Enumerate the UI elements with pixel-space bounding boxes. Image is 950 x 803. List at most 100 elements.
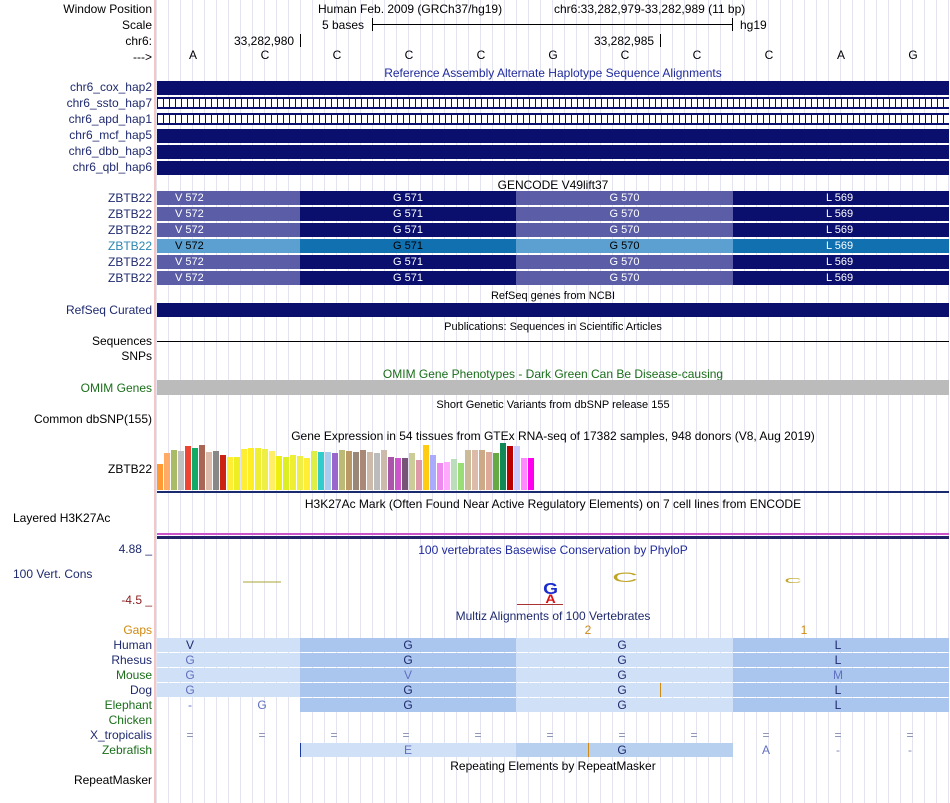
haplotype-label[interactable]: chr6_ssto_hap7 — [66, 96, 152, 110]
gencode-exon-segment[interactable]: G 570 — [516, 271, 733, 285]
gtex-tissue-bar[interactable] — [311, 451, 317, 490]
gencode-exon-segment[interactable]: L 569 — [733, 239, 949, 253]
gtex-tissue-bar[interactable] — [325, 452, 331, 490]
gtex-tissue-bar[interactable] — [241, 449, 247, 490]
gtex-tissue-bar[interactable] — [444, 462, 450, 490]
gtex-tissue-bar[interactable] — [514, 446, 520, 490]
gencode-exon-segment[interactable]: L 569 — [733, 271, 949, 285]
gtex-tissue-bar[interactable] — [157, 464, 163, 490]
gtex-tissue-bar[interactable] — [178, 451, 184, 490]
gtex-tissue-bar[interactable] — [297, 456, 303, 490]
gtex-tissue-bar[interactable] — [395, 458, 401, 490]
gtex-tissue-bar[interactable] — [255, 448, 261, 490]
omim-label[interactable]: OMIM Genes — [80, 381, 152, 395]
refseq-label[interactable]: RefSeq Curated — [65, 303, 152, 317]
alignment-block[interactable] — [516, 683, 733, 697]
haplotype-label[interactable]: chr6_mcf_hap5 — [69, 128, 152, 142]
alignment-block[interactable] — [300, 698, 516, 712]
gencode-exon-segment[interactable]: G 571 — [300, 271, 516, 285]
species-label[interactable]: Human — [113, 638, 152, 652]
gtex-tissue-bar[interactable] — [521, 458, 527, 490]
gtex-tissue-bar[interactable] — [199, 445, 205, 490]
gtex-tissue-bar[interactable] — [206, 452, 212, 490]
gtex-tissue-bar[interactable] — [276, 456, 282, 490]
gencode-exon-segment[interactable]: G 570 — [516, 223, 733, 237]
alignment-block[interactable] — [516, 668, 733, 682]
species-label[interactable]: Zebrafish — [101, 743, 152, 757]
alignment-block[interactable] — [516, 743, 733, 757]
gtex-tissue-bar[interactable] — [500, 443, 506, 490]
haplotype-bar[interactable] — [157, 97, 949, 109]
gencode-gene-label[interactable]: ZBTB22 — [107, 223, 152, 237]
gencode-exon-segment[interactable]: G 570 — [516, 207, 733, 221]
haplotype-label[interactable]: chr6_dbb_hap3 — [68, 144, 152, 158]
gtex-tissue-bar[interactable] — [360, 450, 366, 490]
alignment-block[interactable] — [733, 638, 949, 652]
gencode-exon-segment[interactable]: V 572 — [157, 255, 300, 269]
species-label[interactable]: Dog — [129, 683, 152, 697]
phylop-label[interactable]: 100 Vert. Cons — [13, 567, 93, 581]
gencode-exon-segment[interactable]: V 572 — [157, 271, 300, 285]
gtex-tissue-bar[interactable] — [486, 452, 492, 490]
gaps-label[interactable]: Gaps — [123, 623, 152, 637]
species-label[interactable]: Mouse — [115, 668, 152, 682]
gencode-exon-segment[interactable]: L 569 — [733, 191, 949, 205]
gtex-tissue-bar[interactable] — [430, 455, 436, 490]
gencode-exon-segment[interactable]: V 572 — [157, 223, 300, 237]
species-label[interactable]: Rhesus — [111, 653, 152, 667]
gtex-tissue-bar[interactable] — [381, 450, 387, 490]
gtex-tissue-bar[interactable] — [402, 458, 408, 490]
gtex-tissue-bar[interactable] — [220, 455, 226, 490]
haplotype-label[interactable]: chr6_apd_hap1 — [68, 112, 152, 126]
haplotype-bar[interactable] — [157, 161, 949, 175]
gtex-tissue-bar[interactable] — [388, 457, 394, 490]
gtex-tissue-bar[interactable] — [164, 453, 170, 490]
alignment-block[interactable] — [516, 638, 733, 652]
alignment-block[interactable] — [516, 698, 733, 712]
gtex-bar-chart[interactable] — [157, 443, 557, 490]
species-label[interactable]: Elephant — [104, 698, 152, 712]
gencode-exon-segment[interactable]: L 569 — [733, 255, 949, 269]
gtex-tissue-bar[interactable] — [409, 453, 415, 490]
alignment-block[interactable] — [157, 683, 300, 697]
gencode-exon-segment[interactable]: G 571 — [300, 223, 516, 237]
gtex-tissue-bar[interactable] — [185, 446, 191, 490]
haplotype-label[interactable]: chr6_cox_hap2 — [69, 80, 152, 94]
gencode-exon-segment[interactable]: G 571 — [300, 255, 516, 269]
omim-bar[interactable] — [157, 380, 949, 395]
gtex-tissue-bar[interactable] — [318, 452, 324, 490]
gencode-gene-label[interactable]: ZBTB22 — [107, 207, 152, 221]
alignment-block[interactable] — [300, 653, 516, 667]
gtex-tissue-bar[interactable] — [234, 457, 240, 490]
species-label[interactable]: X_tropicalis — [89, 728, 152, 742]
gencode-gene-label[interactable]: ZBTB22 — [107, 239, 152, 253]
gtex-tissue-bar[interactable] — [472, 450, 478, 490]
gencode-exon-segment[interactable]: V 572 — [157, 207, 300, 221]
alignment-block[interactable] — [157, 638, 300, 652]
gtex-tissue-bar[interactable] — [493, 453, 499, 490]
alignment-block[interactable] — [157, 668, 300, 682]
sequences-label[interactable]: Sequences — [91, 334, 152, 348]
alignment-block[interactable] — [300, 683, 516, 697]
gtex-tissue-bar[interactable] — [416, 460, 422, 490]
haplotype-bar[interactable] — [157, 145, 949, 159]
gencode-exon-segment[interactable]: G 571 — [300, 207, 516, 221]
alignment-block[interactable] — [733, 668, 949, 682]
gtex-tissue-bar[interactable] — [437, 463, 443, 490]
gtex-tissue-bar[interactable] — [479, 450, 485, 490]
gencode-exon-segment[interactable]: G 571 — [300, 239, 516, 253]
gtex-tissue-bar[interactable] — [374, 453, 380, 490]
gtex-tissue-bar[interactable] — [269, 451, 275, 490]
gtex-tissue-bar[interactable] — [528, 458, 534, 490]
gencode-exon-segment[interactable]: G 570 — [516, 191, 733, 205]
species-label[interactable]: Chicken — [108, 713, 152, 727]
gtex-tissue-bar[interactable] — [458, 463, 464, 490]
gtex-tissue-bar[interactable] — [451, 459, 457, 490]
gtex-tissue-bar[interactable] — [353, 452, 359, 490]
gencode-exon-segment[interactable]: G 570 — [516, 239, 733, 253]
gencode-exon-segment[interactable]: G 571 — [300, 191, 516, 205]
alignment-block[interactable] — [516, 653, 733, 667]
alignment-block[interactable] — [300, 743, 516, 757]
gtex-tissue-bar[interactable] — [423, 445, 429, 490]
gtex-tissue-bar[interactable] — [332, 453, 338, 490]
